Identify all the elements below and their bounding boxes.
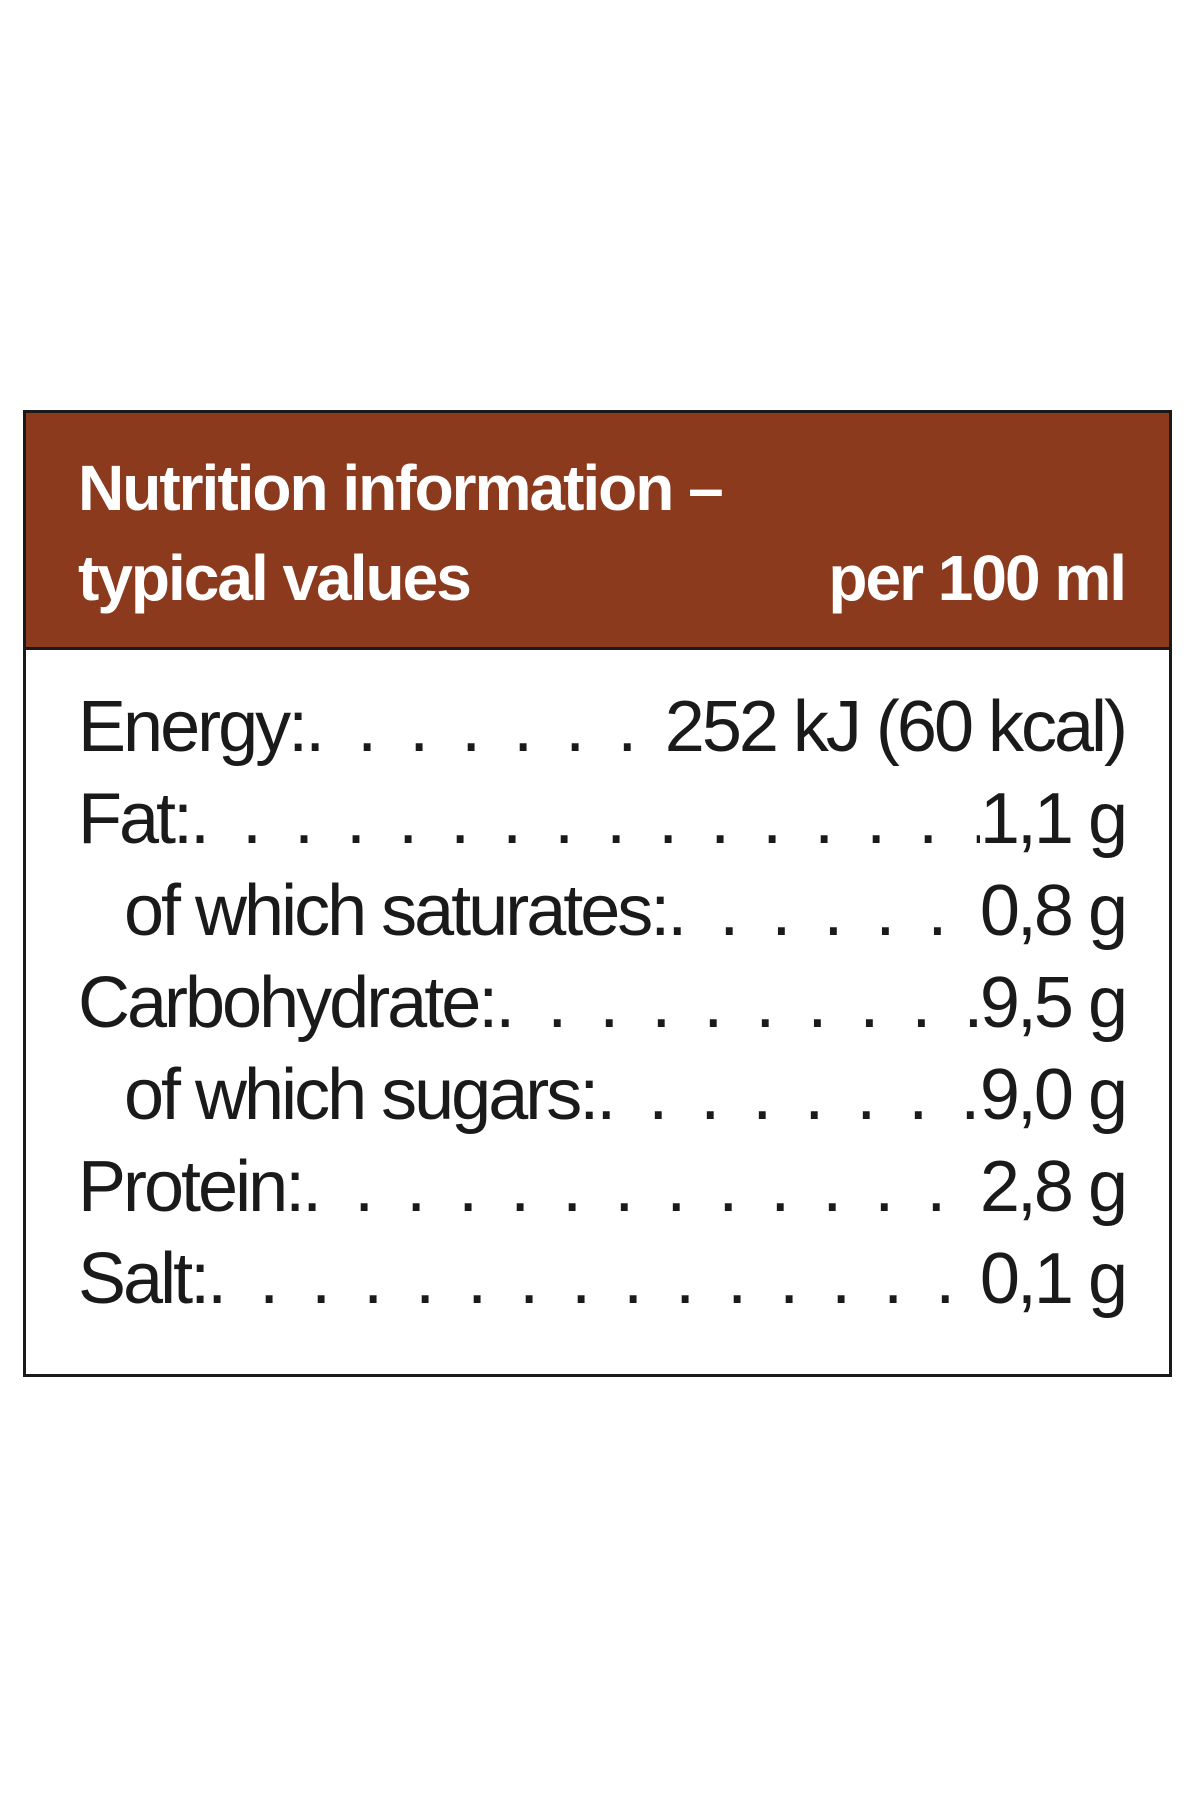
row-value: 252 kJ (60 kcal) bbox=[664, 687, 1125, 767]
leader-dots bbox=[302, 1141, 980, 1233]
row-carbohydrate: Carbohydrate: 9,5 g bbox=[78, 957, 1125, 1049]
row-value: 2,8 g bbox=[979, 1147, 1125, 1227]
leader-dots bbox=[596, 1049, 980, 1141]
leader-dots bbox=[495, 957, 980, 1049]
leader-dots bbox=[667, 865, 980, 957]
row-label: of which sugars: bbox=[124, 1055, 599, 1135]
row-fat: Fat: 1,1 g bbox=[78, 773, 1125, 865]
row-label: Carbohydrate: bbox=[78, 963, 498, 1043]
row-saturates: of which saturates: 0,8 g bbox=[78, 865, 1125, 957]
table-header: Nutrition information – typical values p… bbox=[26, 413, 1169, 650]
nutrition-table: Nutrition information – typical values p… bbox=[23, 410, 1172, 1377]
row-label: Salt: bbox=[78, 1239, 210, 1319]
row-value: 0,1 g bbox=[979, 1239, 1125, 1319]
row-label: Protein: bbox=[78, 1147, 305, 1227]
header-unit: per 100 ml bbox=[828, 542, 1127, 614]
row-value: 1,1 g bbox=[979, 779, 1125, 859]
row-value: 9,0 g bbox=[979, 1055, 1125, 1135]
row-protein: Protein: 2,8 g bbox=[78, 1141, 1125, 1233]
leader-dots bbox=[207, 1233, 980, 1325]
row-sugars: of which sugars: 9,0 g bbox=[78, 1049, 1125, 1141]
row-value: 9,5 g bbox=[979, 963, 1125, 1043]
row-label: Fat: bbox=[78, 779, 193, 859]
row-label: Energy: bbox=[78, 687, 308, 767]
row-value: 0,8 g bbox=[979, 871, 1125, 951]
row-energy: Energy: 252 kJ (60 kcal) bbox=[78, 681, 1125, 773]
row-label: of which saturates: bbox=[124, 871, 670, 951]
header-title-line-2: typical values bbox=[78, 542, 472, 614]
nutrition-rows: Energy: 252 kJ (60 kcal) Fat: 1,1 g of w… bbox=[78, 681, 1125, 1325]
header-title-line-1: Nutrition information – bbox=[78, 452, 724, 524]
leader-dots bbox=[305, 681, 665, 773]
row-salt: Salt: 0,1 g bbox=[78, 1233, 1125, 1325]
leader-dots bbox=[190, 773, 980, 865]
